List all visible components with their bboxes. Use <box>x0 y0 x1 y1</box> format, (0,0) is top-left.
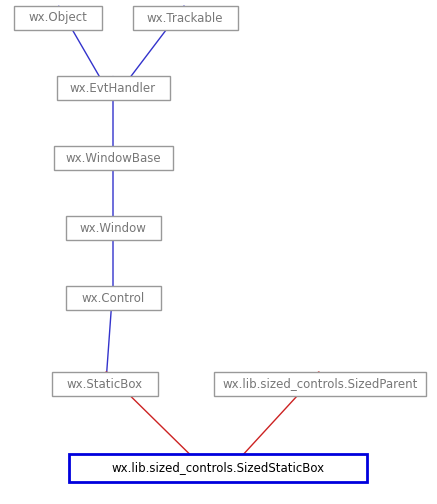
Text: wx.lib.sized_controls.SizedParent: wx.lib.sized_controls.SizedParent <box>222 377 418 391</box>
FancyBboxPatch shape <box>53 146 173 170</box>
FancyBboxPatch shape <box>69 454 367 482</box>
FancyBboxPatch shape <box>66 286 160 310</box>
Text: wx.lib.sized_controls.SizedStaticBox: wx.lib.sized_controls.SizedStaticBox <box>111 462 325 474</box>
FancyBboxPatch shape <box>52 372 158 396</box>
Text: wx.EvtHandler: wx.EvtHandler <box>70 82 156 95</box>
FancyBboxPatch shape <box>214 372 426 396</box>
Text: wx.Trackable: wx.Trackable <box>147 12 223 25</box>
Text: wx.Object: wx.Object <box>28 12 87 25</box>
Text: wx.StaticBox: wx.StaticBox <box>67 377 143 391</box>
FancyBboxPatch shape <box>14 6 102 30</box>
Text: wx.Window: wx.Window <box>80 221 146 234</box>
FancyBboxPatch shape <box>56 76 170 100</box>
Text: wx.WindowBase: wx.WindowBase <box>65 152 161 164</box>
FancyBboxPatch shape <box>66 216 160 240</box>
FancyBboxPatch shape <box>132 6 237 30</box>
Text: wx.Control: wx.Control <box>81 291 145 304</box>
